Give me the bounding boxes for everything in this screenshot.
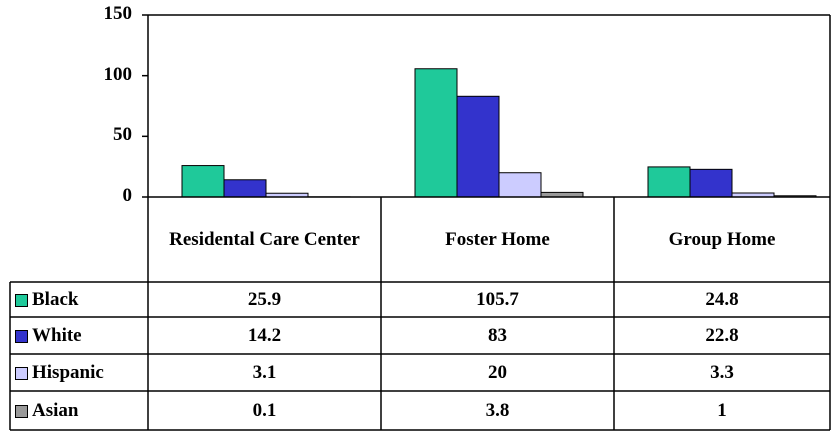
value-label: 3.3 bbox=[710, 361, 734, 383]
bar bbox=[498, 172, 542, 198]
bar bbox=[456, 95, 500, 198]
legend-key bbox=[15, 366, 28, 380]
value-label: 0.1 bbox=[252, 399, 277, 421]
y-tick-label: 150 bbox=[103, 3, 133, 24]
value-label: 22.8 bbox=[705, 324, 739, 346]
bar bbox=[181, 165, 225, 198]
legend-key bbox=[15, 329, 28, 343]
legend-label: Hispanic bbox=[32, 361, 104, 383]
legend-label: White bbox=[32, 324, 82, 346]
y-tick-label: 50 bbox=[113, 124, 132, 146]
bar bbox=[689, 168, 733, 198]
y-tick-label: 0 bbox=[122, 185, 133, 206]
bar bbox=[223, 179, 267, 198]
value-label: 1 bbox=[717, 399, 727, 421]
legend-label: Black bbox=[32, 288, 79, 310]
legend-key bbox=[15, 293, 28, 307]
value-label: 14.2 bbox=[247, 324, 282, 346]
value-label: 105.7 bbox=[476, 288, 519, 310]
value-label: 24.8 bbox=[705, 288, 739, 310]
category-label: Foster Home bbox=[445, 228, 550, 250]
bar bbox=[647, 166, 691, 198]
value-label: 3.1 bbox=[252, 361, 277, 383]
value-label: 20 bbox=[488, 361, 507, 383]
bar bbox=[414, 68, 458, 198]
value-label: 25.9 bbox=[247, 288, 282, 310]
legend-label: Asian bbox=[32, 399, 79, 421]
category-label: Residental Care Center bbox=[169, 228, 360, 250]
y-tick-label: 100 bbox=[103, 63, 133, 85]
value-label: 3.8 bbox=[485, 399, 510, 421]
legend-key bbox=[15, 404, 28, 418]
category-label: Group Home bbox=[668, 228, 776, 250]
value-label: 83 bbox=[488, 324, 507, 346]
